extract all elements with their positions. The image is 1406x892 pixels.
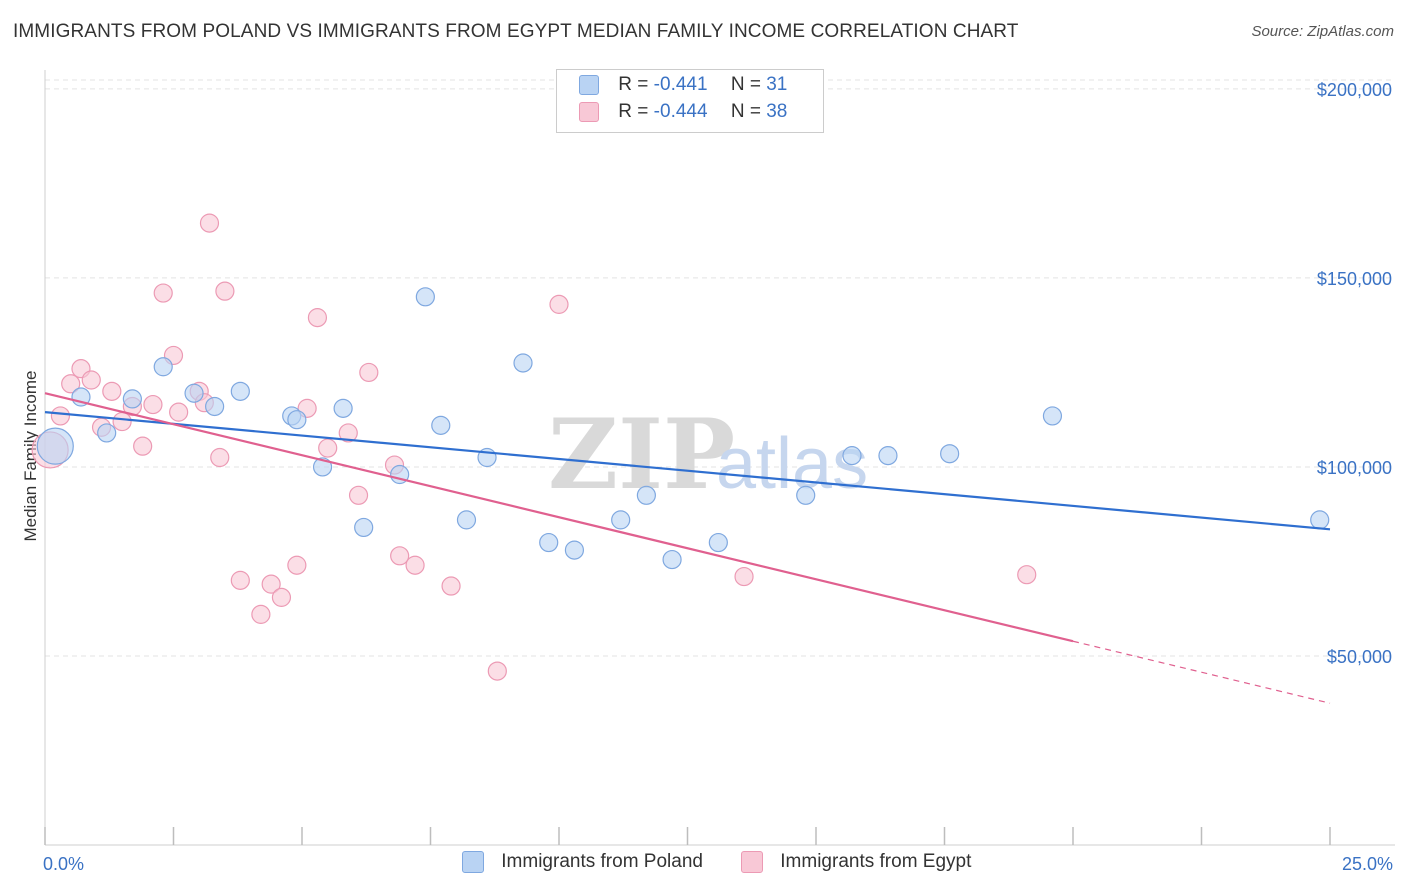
egypt-point [1017, 565, 1037, 585]
egypt-point [348, 485, 369, 505]
correlation-legend: R = -0.441 N = 31 R = -0.444 N = 38 [556, 69, 824, 133]
legend-row-egypt: R = -0.444 N = 38 [579, 101, 787, 127]
legend-r-value: -0.441 [653, 74, 708, 95]
legend-series-label: Immigrants from Poland [501, 851, 703, 873]
legend-n-value: 38 [766, 101, 788, 122]
egypt-point [441, 576, 461, 596]
egypt-point [734, 566, 754, 587]
egypt-point [318, 438, 338, 458]
source-label: Source: ZipAtlas.com [1251, 23, 1394, 40]
bottom-legend-egypt: Immigrants from Egypt [741, 851, 971, 873]
poland-point [611, 510, 631, 530]
poland-point [97, 423, 117, 443]
egypt-point [359, 362, 379, 383]
legend-series-label: Immigrants from Egypt [780, 851, 972, 873]
egypt-point [271, 587, 292, 607]
poland-point [1310, 510, 1330, 530]
egypt-point [338, 423, 358, 443]
egypt-point [307, 308, 328, 328]
watermark: ZIP atlas [548, 398, 868, 511]
egypt-point [153, 283, 173, 303]
poland-point [354, 517, 374, 538]
egypt-swatch [579, 101, 599, 122]
egypt-point [81, 370, 101, 390]
egypt-trend-line [44, 392, 1074, 643]
poland-swatch [579, 74, 599, 95]
legend-n-value: 31 [766, 74, 788, 95]
bottom-legend-poland: Immigrants from Poland [462, 851, 703, 873]
poland-point [230, 381, 250, 401]
egypt-point [549, 294, 569, 314]
legend-r-label: R = [618, 74, 649, 95]
poland-points [36, 287, 1330, 570]
egypt-point [199, 213, 220, 233]
poland-point [878, 446, 898, 466]
egypt-point [143, 394, 163, 415]
x-tick-label: 0.0% [43, 854, 84, 874]
poland-point [940, 444, 960, 464]
poland-point [662, 549, 682, 570]
egypt-point [61, 374, 81, 394]
y-tick-label: $100,000 [1317, 458, 1392, 478]
egypt-point [405, 555, 425, 575]
egypt-point [390, 546, 410, 566]
egypt-point [102, 381, 122, 401]
poland-point [1042, 406, 1063, 426]
y-tick-label: $50,000 [1327, 647, 1392, 667]
poland-point [539, 532, 559, 553]
egypt-point [230, 570, 250, 590]
poland-trend-line [44, 411, 1331, 531]
poland-point [312, 457, 333, 477]
poland-point [205, 396, 225, 417]
legend-n-label: N = [730, 101, 761, 122]
egypt-trend-line-extension [1072, 640, 1331, 704]
poland-point [122, 389, 142, 409]
egypt-point [487, 661, 507, 681]
watermark-atlas: atlas [716, 424, 868, 504]
poland-point [513, 353, 533, 373]
poland-point [36, 427, 74, 465]
egypt-point [50, 406, 71, 426]
egypt-swatch [741, 851, 763, 873]
poland-point [796, 485, 816, 505]
egypt-point [133, 436, 153, 456]
poland-swatch [462, 851, 484, 873]
y-tick-label: $200,000 [1317, 80, 1392, 100]
poland-point [708, 532, 728, 553]
gridlines [45, 79, 1395, 657]
poland-point [842, 446, 862, 466]
egypt-point [215, 281, 235, 301]
poland-point [456, 510, 477, 530]
legend-n-label: N = [730, 74, 761, 95]
chart-title: IMMIGRANTS FROM POLAND VS IMMIGRANTS FRO… [13, 21, 1019, 42]
y-tick-label: $150,000 [1317, 269, 1392, 289]
poland-point [333, 398, 353, 418]
legend-row-poland: R = -0.441 N = 31 [579, 74, 787, 100]
x-tick-label: 25.0% [1342, 854, 1393, 874]
legend-r-value: -0.444 [653, 101, 708, 122]
poland-point [415, 287, 435, 307]
poland-point [153, 357, 173, 377]
poland-point [184, 383, 204, 403]
tick-labels: $50,000 $100,000 $150,000 $200,000 0.0% 25.0% [43, 80, 1393, 874]
egypt-point [169, 402, 189, 422]
poland-point [636, 485, 656, 505]
egypt-point [210, 447, 230, 468]
egypt-point [287, 555, 307, 575]
trend-lines [44, 392, 1331, 704]
egypt-point [261, 574, 281, 594]
poland-point [564, 540, 585, 560]
egypt-point [112, 411, 132, 432]
poland-point [287, 410, 307, 430]
legend-r-label: R = [618, 101, 649, 122]
poland-point [431, 415, 451, 435]
egypt-point [251, 604, 271, 624]
